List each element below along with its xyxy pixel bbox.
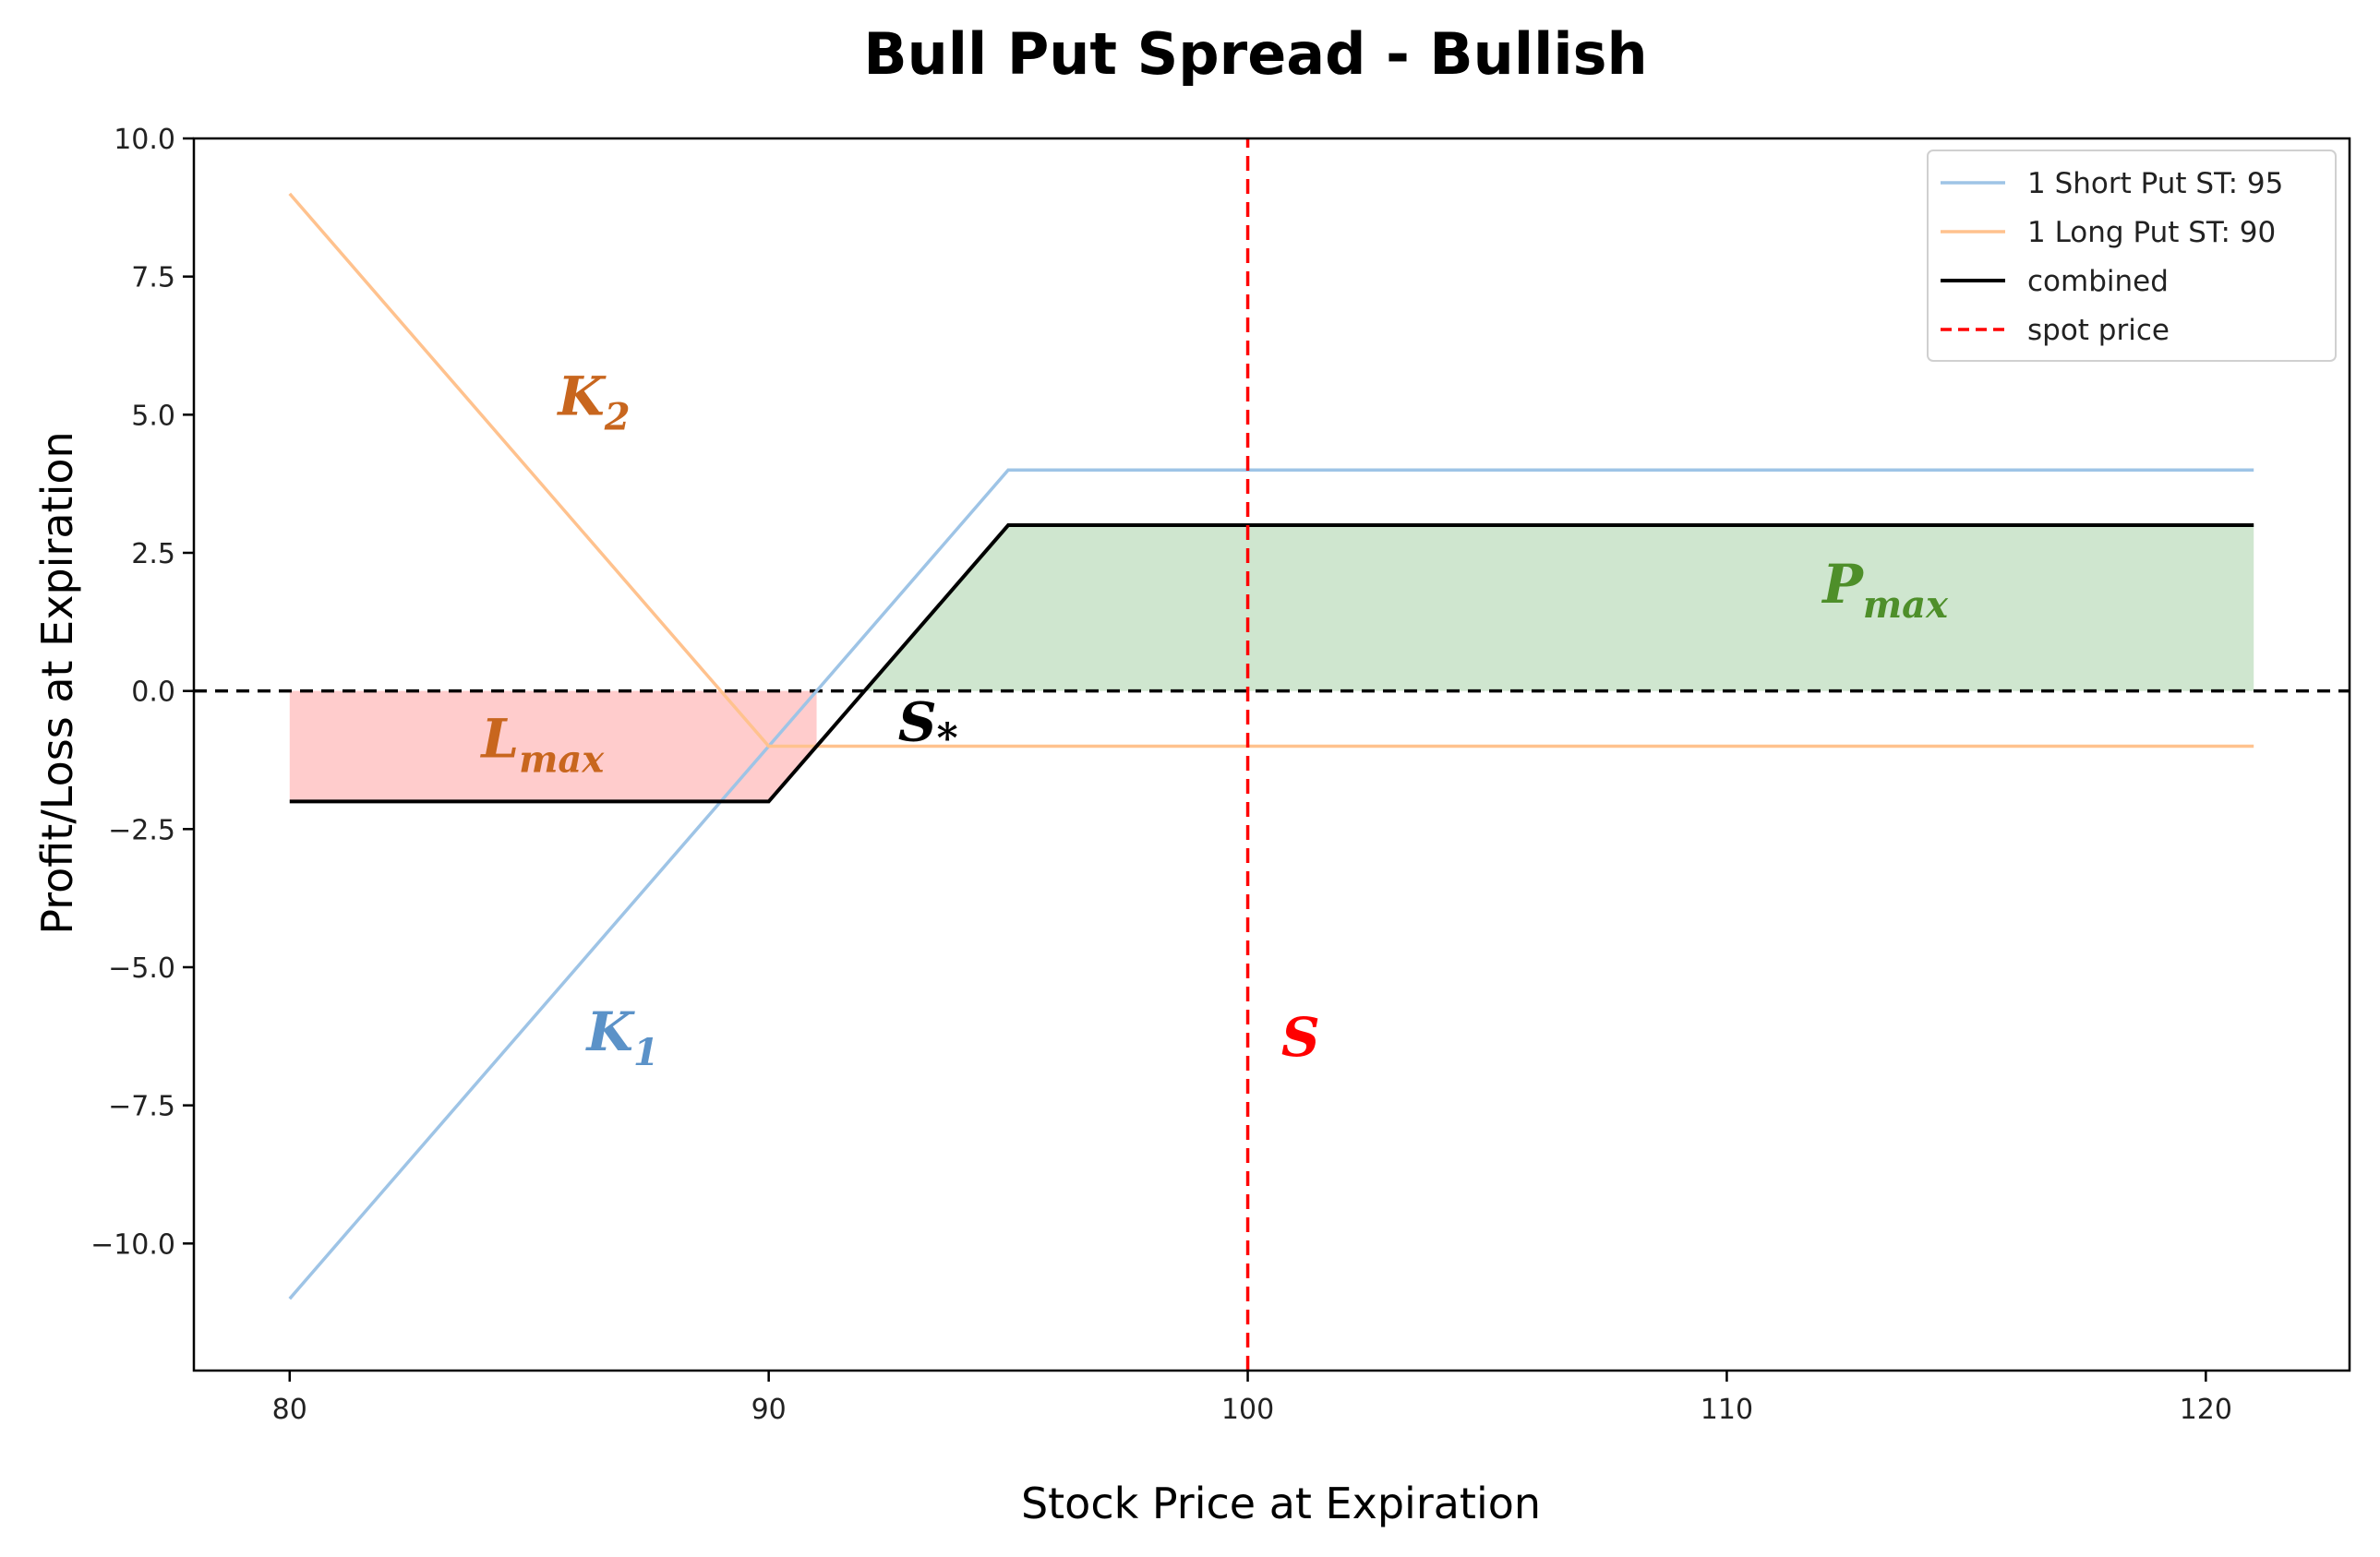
x-axis-label: Stock Price at Expiration bbox=[1020, 1479, 1542, 1528]
y-tick-label: −7.5 bbox=[108, 1091, 175, 1123]
y-tick-label: 7.5 bbox=[131, 262, 175, 294]
plot-frame bbox=[192, 137, 2351, 1372]
legend-label: combined bbox=[2027, 265, 2169, 298]
y-tick-label: −2.5 bbox=[108, 814, 175, 846]
legend-label: 1 Short Put ST: 95 bbox=[2027, 167, 2283, 200]
annotation: Lmax bbox=[479, 707, 605, 781]
annotation: K2 bbox=[556, 365, 630, 438]
series-line-1 bbox=[288, 192, 2254, 749]
y-tick-label: 5.0 bbox=[131, 400, 175, 432]
legend-label: 1 Long Put ST: 90 bbox=[2027, 216, 2276, 249]
y-tick-label: 2.5 bbox=[131, 538, 175, 570]
y-tick-label: 0.0 bbox=[131, 677, 175, 709]
fill-area-l-max bbox=[289, 690, 817, 802]
series-line-0 bbox=[288, 468, 2254, 1300]
y-tick-label: 10.0 bbox=[114, 124, 175, 156]
chart-title: Bull Put Spread - Bullish bbox=[863, 20, 1648, 88]
legend-label: spot price bbox=[2027, 314, 2170, 347]
x-tick-label: 90 bbox=[751, 1394, 787, 1426]
annotation: K1 bbox=[584, 1000, 658, 1074]
x-tick-label: 100 bbox=[1221, 1394, 1274, 1426]
series-line-2 bbox=[289, 523, 2254, 804]
legend-box bbox=[1927, 150, 2337, 362]
x-tick-label: 120 bbox=[2180, 1394, 2232, 1426]
x-tick-label: 80 bbox=[272, 1394, 307, 1426]
y-tick-label: −5.0 bbox=[108, 952, 175, 985]
fill-area-p-max bbox=[864, 525, 2254, 691]
annotation: Pmax bbox=[1821, 553, 1949, 627]
annotation: S* bbox=[898, 691, 958, 762]
x-tick-label: 110 bbox=[1701, 1394, 1753, 1426]
legend: 1 Short Put ST: 95 1 Long Put ST: 90 combi… bbox=[1927, 150, 2337, 362]
annotation: S bbox=[1281, 1006, 1320, 1069]
y-tick-label: −10.0 bbox=[90, 1228, 175, 1261]
